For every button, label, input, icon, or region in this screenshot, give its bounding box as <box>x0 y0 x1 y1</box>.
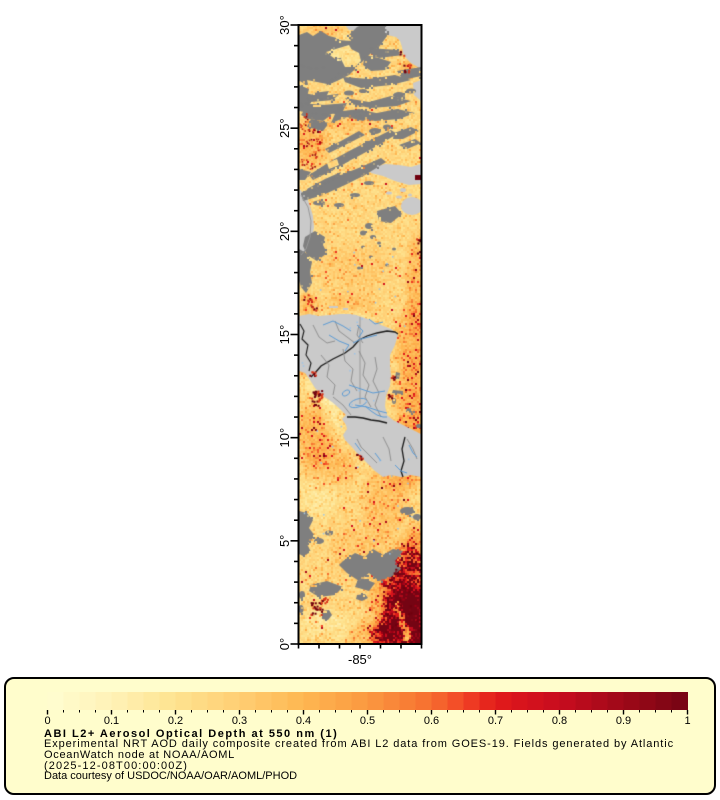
svg-text:0: 0 <box>44 715 50 727</box>
svg-text:25°: 25° <box>277 118 292 138</box>
svg-text:20°: 20° <box>277 221 292 241</box>
svg-text:5°: 5° <box>277 535 292 547</box>
svg-text:0.4: 0.4 <box>296 715 311 727</box>
svg-text:0.6: 0.6 <box>424 715 439 727</box>
svg-text:0.3: 0.3 <box>232 715 247 727</box>
svg-text:0.1: 0.1 <box>104 715 119 727</box>
svg-text:-85°: -85° <box>348 652 372 667</box>
svg-text:1: 1 <box>684 715 690 727</box>
svg-text:30°: 30° <box>277 15 292 35</box>
svg-text:15°: 15° <box>277 325 292 345</box>
svg-text:0.9: 0.9 <box>616 715 631 727</box>
svg-text:0°: 0° <box>277 638 292 650</box>
svg-text:0.5: 0.5 <box>360 715 375 727</box>
svg-text:0.7: 0.7 <box>488 715 503 727</box>
svg-text:0.8: 0.8 <box>552 715 567 727</box>
svg-text:0.2: 0.2 <box>168 715 183 727</box>
svg-text:10°: 10° <box>277 428 292 448</box>
